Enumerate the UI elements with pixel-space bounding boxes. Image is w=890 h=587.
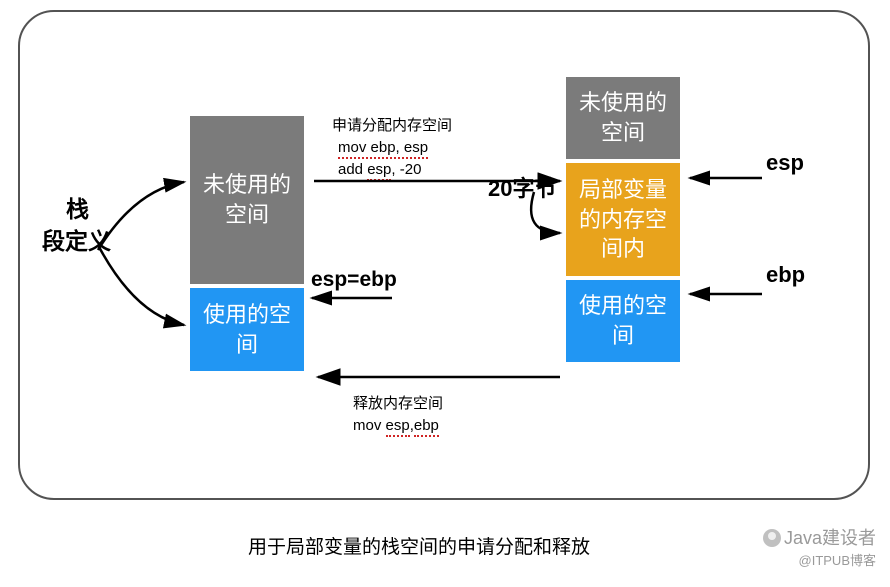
- label-esp-ebp: esp=ebp: [311, 268, 397, 292]
- arrow-20bytes: [522, 178, 572, 288]
- right-block-1: 局部变量的内存空间内: [564, 161, 682, 278]
- text-free: 释放内存空间 mov esp,ebp: [353, 393, 443, 437]
- left-block-0: 未使用的空间: [188, 114, 306, 286]
- right-block-0: 未使用的空间: [564, 75, 682, 161]
- watermark: Java建设者 @ITPUB博客: [763, 524, 876, 569]
- label-ebp: ebp: [766, 262, 805, 288]
- caption: 用于局部变量的栈空间的申请分配和释放: [248, 532, 590, 559]
- arrow-ebp: [684, 288, 774, 308]
- left-block-1: 使用的空间: [188, 286, 306, 373]
- wechat-icon: [763, 529, 781, 547]
- arrow-esp-ebp-left: [300, 292, 400, 312]
- right-block-2: 使用的空间: [564, 278, 682, 364]
- arrow-def-to-used: [80, 235, 200, 355]
- right-stack: 未使用的空间局部变量的内存空间内使用的空间: [564, 75, 682, 364]
- left-stack: 未使用的空间使用的空间: [188, 114, 306, 373]
- arrow-free: [310, 368, 570, 388]
- arrow-esp: [684, 172, 774, 192]
- text-alloc: 申请分配内存空间 mov ebp, esp add esp, -20: [332, 115, 452, 180]
